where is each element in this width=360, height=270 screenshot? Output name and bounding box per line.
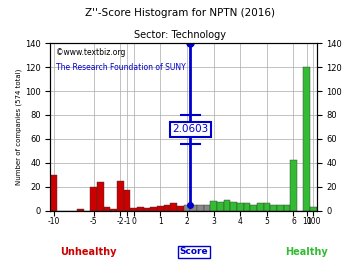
Text: Sector: Technology: Sector: Technology [134,30,226,40]
Text: Healthy: Healthy [285,247,328,257]
Bar [177,206,184,211]
Bar [290,160,297,211]
Bar [170,203,177,211]
Bar [110,210,117,211]
Bar [237,203,243,211]
Bar [270,205,277,211]
Bar [190,205,197,211]
Bar [217,202,224,211]
Bar [144,208,150,211]
Bar [90,187,97,211]
Bar [117,181,124,211]
Text: The Research Foundation of SUNY: The Research Foundation of SUNY [56,63,185,72]
Bar [150,207,157,211]
Bar [124,190,130,211]
Y-axis label: Number of companies (574 total): Number of companies (574 total) [15,69,22,185]
Bar [163,205,170,211]
Bar [104,207,110,211]
Bar [50,175,57,211]
Bar [197,205,204,211]
Bar [157,206,163,211]
Bar [77,210,84,211]
Bar [224,200,230,211]
Bar [244,203,250,211]
Text: Score: Score [180,247,208,256]
Bar [137,207,144,211]
Bar [184,205,190,211]
Bar [277,205,284,211]
Text: 2.0603: 2.0603 [172,124,208,134]
Text: Unhealthy: Unhealthy [60,247,116,257]
Bar [97,182,104,211]
Bar [310,207,317,211]
Bar [303,67,310,211]
Bar [284,205,290,211]
Text: ©www.textbiz.org: ©www.textbiz.org [56,48,125,57]
Bar [210,201,217,211]
Bar [257,203,264,211]
Bar [264,203,270,211]
Bar [230,202,237,211]
Bar [250,205,257,211]
Bar [204,205,210,211]
Text: Z''-Score Histogram for NPTN (2016): Z''-Score Histogram for NPTN (2016) [85,8,275,18]
Bar [130,208,137,211]
